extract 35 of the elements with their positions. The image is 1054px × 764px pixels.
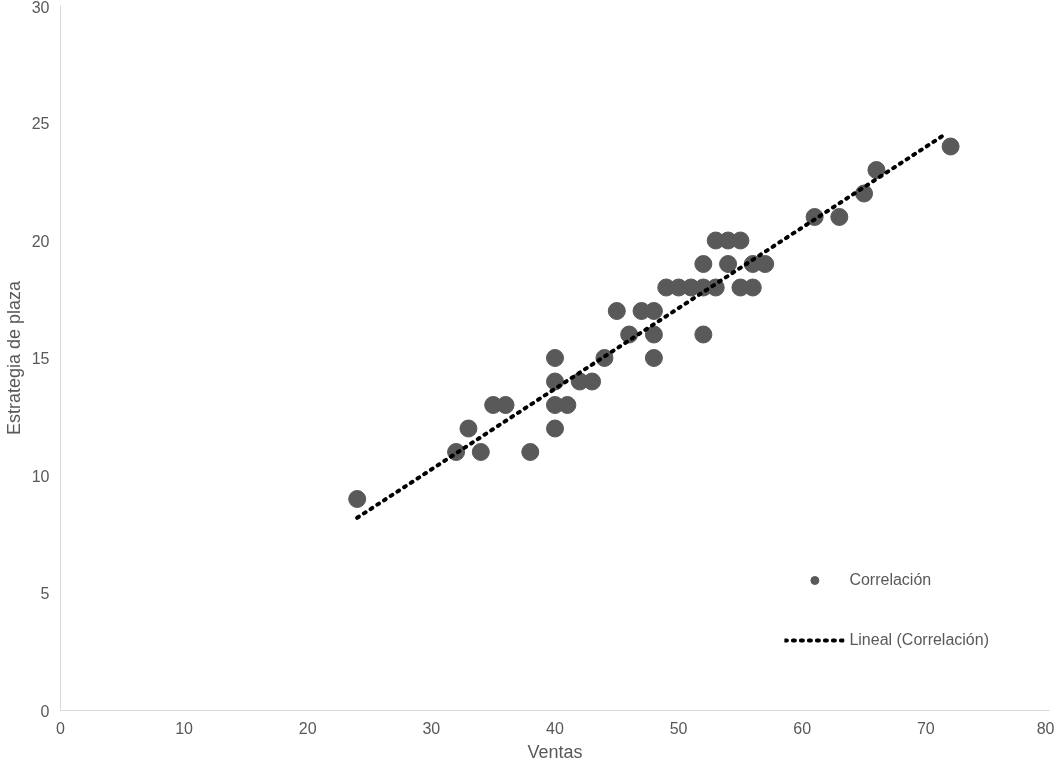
y-tick-label: 30 [31, 0, 50, 16]
point [867, 161, 886, 179]
point [546, 419, 564, 438]
x-tick-label: 70 [916, 719, 935, 737]
y-tick-label: 0 [40, 702, 50, 720]
x-axis-title: Ventas [527, 741, 583, 762]
y-tick-label: 5 [40, 585, 50, 602]
y-tick-label: 25 [31, 115, 50, 132]
point [694, 325, 713, 344]
point [644, 349, 663, 367]
point [546, 349, 564, 367]
point [644, 325, 663, 344]
x-tick-label: 20 [298, 719, 317, 737]
point [694, 255, 713, 273]
point [471, 443, 490, 461]
y-tick-label: 15 [31, 350, 50, 367]
point [521, 443, 540, 461]
point [607, 302, 626, 320]
y-tick-label: 20 [31, 232, 50, 250]
point [941, 137, 960, 156]
x-tick-label: 40 [546, 719, 564, 737]
y-axis-title: Estrategia de plaza [3, 279, 24, 436]
x-tick-label: 60 [793, 719, 812, 737]
point [719, 255, 738, 273]
legend-label: Correlación [849, 571, 932, 589]
point [348, 490, 367, 508]
x-tick-label: 80 [1036, 719, 1054, 737]
point [459, 419, 478, 438]
legend-label: Lineal (Correlación) [849, 631, 989, 649]
x-tick-label: 0 [56, 719, 66, 737]
point [830, 208, 849, 226]
x-tick-label: 10 [175, 719, 194, 737]
x-tick-label: 50 [669, 719, 688, 737]
y-tick-label: 10 [31, 467, 50, 485]
x-tick-label: 30 [422, 719, 441, 737]
